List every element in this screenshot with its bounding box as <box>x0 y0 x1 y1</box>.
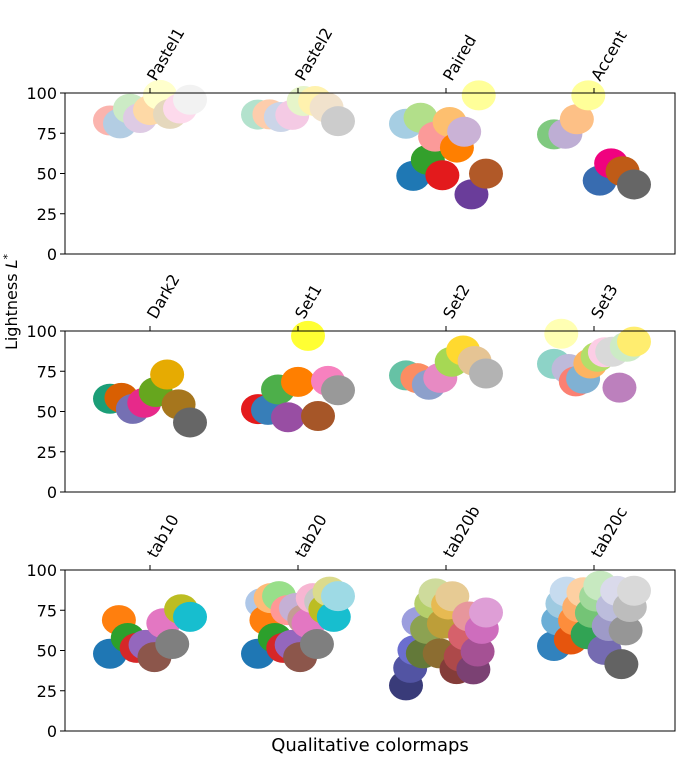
y-axis-title: Lightness L* <box>1 253 21 350</box>
point-Set3-1 <box>544 318 579 349</box>
y-axis-title-text: Lightness <box>2 268 21 350</box>
point-tab20-19 <box>321 581 355 612</box>
colormap-label: tab20b <box>439 502 484 561</box>
colormap-label: Set2 <box>439 281 474 322</box>
y-axis-title-L: L <box>2 259 21 268</box>
point-tab20-14 <box>299 629 334 660</box>
y-tick-label: 0 <box>47 722 57 741</box>
colormap-label: Paired <box>439 32 480 84</box>
point-Set1-6 <box>301 401 335 432</box>
point-Paired-8 <box>447 116 482 147</box>
colormap-label: tab20c <box>587 504 631 561</box>
panel-3: tab10 tab20 tab20b tab20c 0 25 50 75 100 <box>26 502 676 741</box>
colormap-Pastel2 <box>241 86 355 137</box>
point-Paired-11 <box>469 158 503 189</box>
point-Dark2-7 <box>173 407 207 438</box>
y-tick-label: 25 <box>37 205 57 224</box>
colormap-label: Pastel2 <box>291 24 336 84</box>
y-tick-label: 100 <box>26 84 57 103</box>
colormap-Pastel1 <box>93 79 207 139</box>
panels-layer: Pastel1 Pastel2 Paired Accent0255075100Dark… <box>26 24 676 741</box>
y-tick-label: 25 <box>37 682 57 701</box>
point-Set1-5 <box>291 320 325 351</box>
point-Set3-9 <box>602 372 637 403</box>
panel-2: Dark2 Set1 Set2 Set3 0 25 50 75 100 <box>26 271 676 502</box>
point-Accent-7 <box>617 169 651 200</box>
y-tick-label: 25 <box>37 443 57 462</box>
colormap-Set3 <box>537 318 651 403</box>
point-Set1-4 <box>281 366 315 397</box>
colormap-label: tab10 <box>143 511 183 561</box>
point-tab20c-19 <box>617 575 651 606</box>
point-tab10-9 <box>173 601 207 632</box>
y-tick-label: 75 <box>37 601 57 620</box>
colormap-Set2 <box>389 335 503 400</box>
colormap-Paired <box>389 80 503 210</box>
y-tick-label: 0 <box>47 483 57 502</box>
y-axis-title-star: * <box>1 253 14 259</box>
colormap-label: Dark2 <box>143 271 184 322</box>
colormap-label: Pastel1 <box>143 24 188 84</box>
panel-1: Pastel1 Pastel2 Paired Accent 0 25 50 75 100 <box>26 24 676 264</box>
colormap-Dark2 <box>93 359 207 438</box>
point-Pastel1-8 <box>173 84 207 115</box>
point-Set3-11 <box>617 326 651 357</box>
point-tab20c-16 <box>604 649 639 680</box>
point-tab20b-17 <box>460 636 495 667</box>
colormap-label: Set3 <box>587 281 622 322</box>
point-Paired-5 <box>425 160 460 191</box>
colormap-tab10 <box>93 594 207 673</box>
y-tick-label: 0 <box>47 245 57 264</box>
point-Pastel2-7 <box>321 106 355 137</box>
x-axis-title: Qualitative colormaps <box>271 735 469 756</box>
y-tick-label: 50 <box>37 403 57 422</box>
colormap-tab20c <box>537 570 651 680</box>
colormap-tab20b <box>389 578 503 701</box>
colormap-tab20 <box>241 576 355 673</box>
y-tick-label: 100 <box>26 561 57 580</box>
colormap-Accent <box>537 80 651 200</box>
y-tick-label: 50 <box>37 165 57 184</box>
colormap-label: Set1 <box>291 281 326 322</box>
y-tick-label: 50 <box>37 642 57 661</box>
point-Set1-3 <box>271 402 305 433</box>
point-Set2-7 <box>469 358 503 389</box>
point-Dark2-5 <box>150 359 185 390</box>
point-Paired-10 <box>461 80 496 111</box>
point-tab20c-17 <box>608 615 643 646</box>
point-Accent-3 <box>571 80 606 111</box>
point-Set1-8 <box>321 375 355 406</box>
colormap-label: Accent <box>587 27 631 84</box>
point-tab10-7 <box>155 629 190 660</box>
y-tick-label: 100 <box>26 322 57 341</box>
colormap-Set1 <box>241 320 355 433</box>
y-tick-label: 75 <box>37 124 57 143</box>
colormap-label: tab20 <box>291 511 331 561</box>
y-tick-label: 75 <box>37 362 57 381</box>
point-tab20b-19 <box>469 597 503 628</box>
point-Accent-2 <box>559 104 594 135</box>
